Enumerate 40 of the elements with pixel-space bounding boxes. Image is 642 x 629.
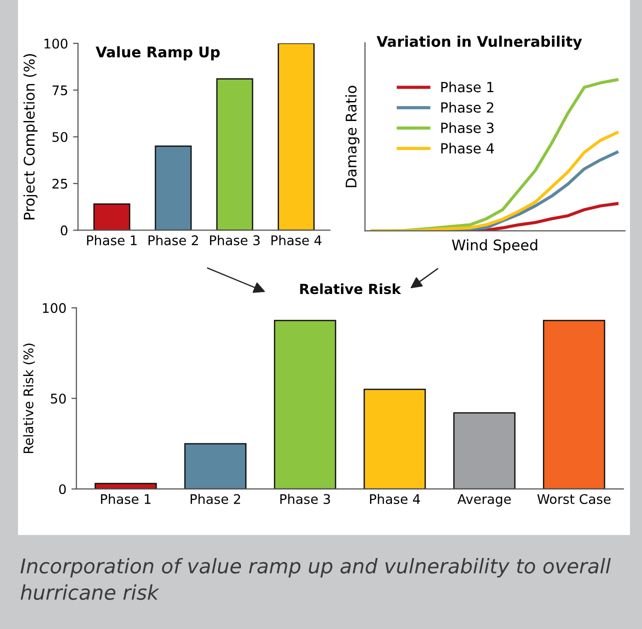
x-tick-label: Worst Case bbox=[537, 494, 611, 504]
x-tick-label: Phase 3 bbox=[280, 494, 330, 504]
bar bbox=[364, 388, 426, 489]
x-tick-label: Phase 4 bbox=[271, 235, 322, 246]
x-tick-label: Phase 2 bbox=[190, 494, 240, 504]
y-tick-label: 0 bbox=[59, 484, 66, 494]
y-tick-label: 75 bbox=[52, 86, 68, 96]
bar bbox=[274, 320, 336, 489]
y-tick-label: 0 bbox=[60, 225, 68, 236]
text: Incorporation of value ramp up and vulnerability to overall hurricane risk bbox=[20, 558, 611, 600]
x-axis-title: Wind Speed bbox=[452, 239, 538, 254]
y-tick-label: 100 bbox=[44, 38, 68, 49]
bar bbox=[542, 320, 606, 489]
bar bbox=[93, 203, 130, 230]
bar bbox=[453, 412, 516, 489]
legend-label: Phase 4 bbox=[441, 142, 494, 154]
bar bbox=[216, 78, 254, 230]
legend-label: Phase 1 bbox=[441, 82, 494, 92]
y-axis-title: Damage Ratio bbox=[345, 86, 360, 188]
chart-title: Value Ramp Up bbox=[96, 46, 220, 60]
y-axis-title: Project Completion (%) bbox=[23, 54, 38, 220]
legend-label: Phase 2 bbox=[441, 102, 494, 113]
x-tick-label: Phase 1 bbox=[87, 235, 137, 246]
x-tick-label: Phase 3 bbox=[210, 235, 260, 246]
bar bbox=[94, 482, 157, 489]
x-tick-label: Phase 1 bbox=[101, 494, 150, 504]
y-axis-title: Relative Risk (%) bbox=[23, 344, 35, 454]
x-tick-label: Phase 4 bbox=[370, 494, 420, 504]
y-tick-label: 25 bbox=[52, 178, 68, 189]
y-tick-label: 50 bbox=[50, 394, 66, 404]
bar bbox=[278, 43, 315, 230]
x-tick-label: Phase 2 bbox=[148, 235, 198, 246]
legend-label: Phase 3 bbox=[441, 122, 494, 134]
chart-title: Relative Risk bbox=[300, 283, 402, 294]
bar bbox=[154, 146, 192, 230]
y-tick-label: 100 bbox=[42, 303, 66, 314]
x-tick-label: Average bbox=[457, 494, 511, 507]
chart-title: Variation in Vulnerability bbox=[376, 36, 582, 50]
y-tick-label: 50 bbox=[52, 132, 68, 142]
bar bbox=[184, 443, 246, 489]
